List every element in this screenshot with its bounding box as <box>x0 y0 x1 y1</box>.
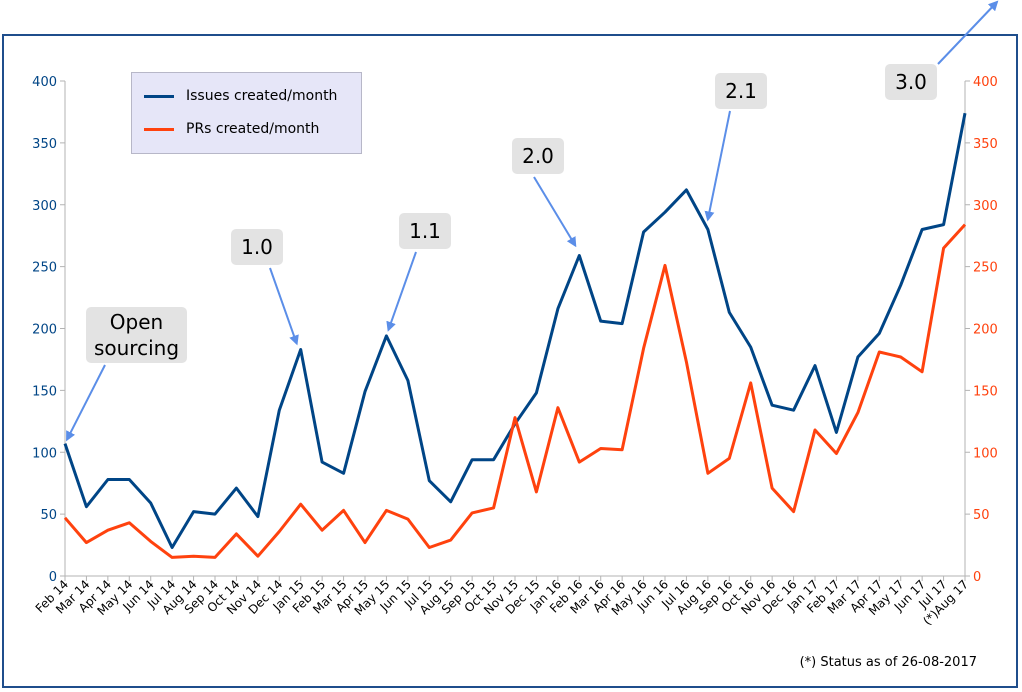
y-tick-label-left: 250 <box>32 261 57 276</box>
y-tick-label-left: 300 <box>32 199 57 214</box>
chart-frame <box>2 34 1018 688</box>
y-tick-label-left: 50 <box>40 508 57 523</box>
y-tick-label-right: 100 <box>973 446 998 461</box>
series-line-issues <box>63 112 967 549</box>
annotation-arrow <box>269 267 299 346</box>
y-tick-label-right: 150 <box>973 384 998 399</box>
y-tick-label-left: 100 <box>32 446 57 461</box>
y-tick-label-right: 350 <box>973 137 998 152</box>
legend-swatch-prs <box>144 127 174 131</box>
y-tick-label-right: 300 <box>973 199 998 214</box>
y-tick-label-right: 250 <box>973 261 998 276</box>
status-note: (*) Status as of 26-08-2017 <box>799 655 977 670</box>
y-tick-label-right: 200 <box>973 323 998 338</box>
annotation-open-sourcing: Open sourcing <box>86 307 187 363</box>
y-tick-label-right: 400 <box>973 75 998 90</box>
annotation-arrow <box>937 0 999 65</box>
legend-swatch-issues <box>144 94 174 98</box>
annotation-arrow <box>704 110 731 222</box>
y-tick-label-right: 0 <box>973 570 981 585</box>
annotation-arrow <box>386 251 417 332</box>
y-tick-label-left: 150 <box>32 384 57 399</box>
y-tick-label-left: 0 <box>49 570 57 585</box>
annotation-arrow <box>533 176 577 248</box>
y-tick-label-left: 350 <box>32 137 57 152</box>
annotation-1-1: 1.1 <box>399 213 451 249</box>
annotation-2-0: 2.0 <box>512 138 564 174</box>
legend-item-prs: PRs created/month <box>144 119 319 139</box>
legend: Issues created/month PRs created/month <box>131 72 362 154</box>
legend-label-prs: PRs created/month <box>186 121 320 137</box>
legend-label-issues: Issues created/month <box>186 88 338 104</box>
legend-item-issues: Issues created/month <box>144 86 337 106</box>
y-tick-label-left: 400 <box>32 75 57 90</box>
annotation-3-0: 3.0 <box>885 64 937 100</box>
y-tick-label-right: 50 <box>973 508 990 523</box>
annotation-arrow <box>66 364 106 442</box>
annotation-1-0: 1.0 <box>231 229 283 265</box>
annotation-2-1: 2.1 <box>715 73 767 109</box>
series-line-prs <box>63 223 967 559</box>
y-tick-label-left: 200 <box>32 323 57 338</box>
